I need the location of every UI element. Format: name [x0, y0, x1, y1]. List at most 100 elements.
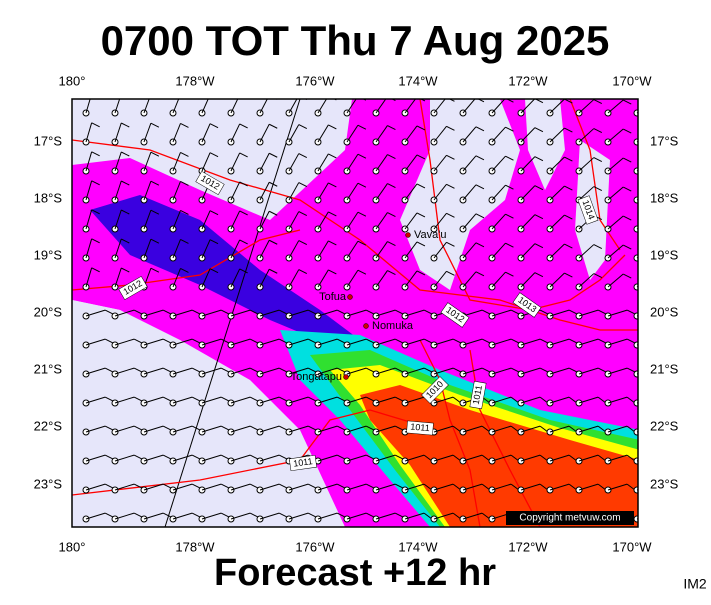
barb-flag	[269, 239, 278, 245]
barb-flag	[209, 123, 219, 129]
barb-flag	[593, 273, 603, 279]
barb	[143, 425, 164, 433]
barb-flag	[328, 182, 337, 188]
barb-flag	[150, 209, 160, 215]
barb-flag	[534, 272, 544, 278]
barb	[201, 309, 222, 317]
barb-flag	[416, 212, 426, 218]
barb-flag	[278, 454, 288, 460]
barb	[317, 338, 338, 346]
barb	[317, 512, 338, 520]
barb-flag	[475, 271, 485, 277]
barb	[259, 483, 280, 491]
barb-flag	[121, 151, 130, 157]
barb-flag	[357, 153, 367, 159]
barb-flag	[597, 367, 607, 373]
barb-flag	[278, 367, 288, 373]
barb	[520, 367, 541, 375]
title: 0700 TOT Thu 7 Aug 2025	[101, 17, 610, 64]
barb	[201, 123, 211, 143]
barb-flag	[423, 309, 433, 315]
barb	[375, 512, 396, 520]
barb	[201, 210, 211, 230]
barb-flag	[191, 338, 201, 344]
barb-flag	[597, 338, 607, 344]
barb-flag	[162, 425, 172, 431]
barb	[230, 239, 241, 259]
barb	[85, 151, 93, 172]
barb-flag	[534, 185, 544, 191]
barb	[578, 483, 599, 491]
isobar-label-bg	[421, 376, 449, 404]
barb-flag	[387, 183, 396, 189]
barb-flag	[452, 367, 462, 373]
barb	[85, 309, 106, 317]
barb-flag	[416, 125, 426, 131]
barb	[578, 128, 595, 143]
barb	[172, 99, 180, 114]
barb	[578, 454, 599, 462]
station	[633, 225, 638, 233]
barb-flag	[394, 367, 404, 373]
barb-flag	[249, 483, 259, 489]
barb-flag	[239, 239, 248, 245]
barb	[549, 309, 570, 317]
barb-flag	[481, 309, 491, 315]
barb-flag	[623, 186, 632, 192]
barb	[433, 213, 447, 230]
barb-flag	[209, 210, 219, 216]
barb-flag	[209, 268, 219, 274]
isobar-label-bg	[440, 302, 470, 328]
place-marker	[347, 294, 353, 300]
barb	[317, 425, 338, 433]
barb	[259, 124, 270, 143]
barb-flag	[394, 396, 404, 402]
barb	[520, 99, 536, 114]
barb	[288, 425, 309, 433]
barb-flag	[510, 309, 520, 315]
barb	[433, 396, 454, 404]
barb	[520, 396, 541, 404]
barb-flag	[91, 209, 100, 215]
isobar-label-group: 1011	[469, 380, 487, 410]
longitude-label: 178°W	[175, 539, 215, 554]
rain-heavy	[360, 385, 638, 527]
barb-flag	[475, 126, 485, 132]
barb	[230, 99, 239, 114]
barb	[85, 454, 106, 462]
barb-flag	[269, 181, 278, 187]
barb	[520, 483, 541, 491]
barb-flag	[220, 454, 230, 460]
barb	[317, 367, 338, 375]
barb-flag	[278, 512, 288, 518]
barb	[578, 186, 595, 201]
latitude-label: 18°S	[34, 190, 63, 205]
barb-flag	[104, 396, 114, 402]
barb	[288, 211, 300, 230]
barb	[288, 124, 300, 143]
barb	[346, 483, 367, 491]
barb	[462, 213, 477, 230]
barb-flag	[191, 454, 201, 460]
barb-flag	[162, 396, 172, 402]
barb	[375, 212, 388, 230]
station	[633, 312, 638, 320]
place-marker	[363, 323, 369, 329]
barb-flag	[365, 367, 375, 373]
barb-flag	[328, 211, 337, 217]
barb	[85, 483, 106, 491]
barb	[433, 338, 454, 346]
barb	[462, 99, 476, 114]
isobar-label: 1011	[471, 384, 484, 405]
barb-flag	[191, 512, 201, 518]
barb-flag	[336, 367, 346, 373]
barb	[143, 239, 152, 259]
image-code: IM2	[683, 576, 707, 592]
barb	[259, 153, 270, 172]
barb	[375, 183, 388, 201]
barb	[172, 454, 193, 462]
barb	[375, 454, 396, 462]
latitude-label: 18°S	[650, 190, 679, 205]
barb-flag	[150, 122, 160, 128]
barb-flag	[623, 128, 632, 134]
